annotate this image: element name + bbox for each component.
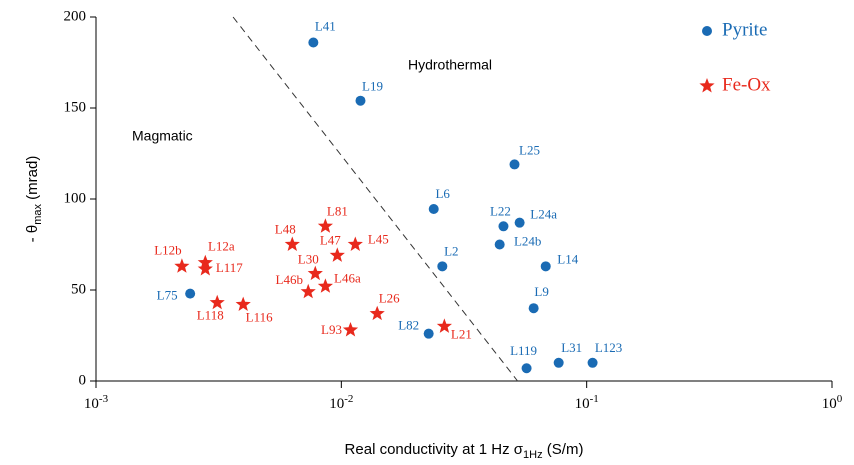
x-label-text: Real conductivity at 1 Hz σ bbox=[345, 441, 524, 458]
x-tick-base: 10 bbox=[822, 396, 837, 412]
point-label: L6 bbox=[435, 186, 450, 201]
point-label: L82 bbox=[398, 318, 419, 333]
point-label: L123 bbox=[595, 340, 622, 355]
point-label: L25 bbox=[519, 142, 540, 157]
point-label: L14 bbox=[557, 251, 578, 266]
point bbox=[528, 303, 539, 314]
point-label: L41 bbox=[315, 18, 336, 33]
point bbox=[300, 283, 316, 299]
x-tick-base: 10 bbox=[329, 396, 344, 412]
y-tick-label: 200 bbox=[64, 8, 87, 24]
point bbox=[235, 296, 251, 311]
point-label: L21 bbox=[451, 326, 472, 341]
point-label: L75 bbox=[157, 288, 178, 303]
y-tick-label: 150 bbox=[64, 99, 87, 115]
x-tick-label: 10-2 bbox=[329, 393, 353, 413]
point-label: L22 bbox=[490, 203, 511, 218]
point-label: L47 bbox=[320, 232, 341, 247]
point-label: L2 bbox=[444, 243, 458, 258]
point bbox=[308, 37, 319, 48]
point bbox=[307, 265, 323, 281]
x-tick-exponent: -1 bbox=[590, 393, 599, 405]
point bbox=[209, 294, 225, 310]
point bbox=[369, 305, 385, 321]
point bbox=[342, 322, 359, 337]
point-label: L117 bbox=[216, 260, 243, 275]
point-label: L12b bbox=[154, 242, 181, 257]
point-label: L26 bbox=[379, 291, 400, 306]
point bbox=[317, 218, 333, 233]
x-tick-base: 10 bbox=[575, 396, 590, 412]
point bbox=[514, 217, 525, 228]
point bbox=[540, 261, 551, 272]
point bbox=[521, 363, 532, 374]
x-tick-exponent: 0 bbox=[837, 393, 843, 405]
point bbox=[329, 247, 345, 262]
x-tick-label: 10-3 bbox=[84, 393, 109, 413]
point bbox=[197, 261, 213, 276]
point bbox=[347, 236, 363, 251]
point bbox=[185, 288, 196, 299]
point-label: L46b bbox=[276, 272, 303, 287]
point-label: L48 bbox=[275, 221, 296, 236]
y-tick-label: 100 bbox=[64, 190, 87, 206]
divider-line bbox=[232, 16, 518, 382]
point-label: L12a bbox=[208, 239, 235, 254]
point-label: L81 bbox=[327, 203, 348, 218]
x-label-sub: 1Hz bbox=[523, 449, 543, 461]
legend-label: Fe-Ox bbox=[722, 74, 771, 95]
legend-marker bbox=[699, 78, 715, 93]
point-label: L24a bbox=[530, 207, 557, 222]
y-axis-label: - θmax (mrad) bbox=[24, 156, 44, 243]
point-label: L118 bbox=[197, 308, 224, 323]
y-label-text: (mrad) bbox=[24, 156, 41, 204]
x-tick-base: 10 bbox=[84, 396, 99, 412]
annotation: Magmatic bbox=[132, 128, 193, 144]
annotation: Hydrothermal bbox=[408, 57, 492, 73]
point-label: L19 bbox=[362, 79, 383, 94]
point bbox=[437, 261, 448, 272]
point bbox=[509, 159, 520, 170]
point bbox=[553, 357, 564, 368]
point-label: L46a bbox=[334, 270, 361, 285]
point-label: L9 bbox=[534, 284, 548, 299]
y-label-text: - θ bbox=[24, 225, 41, 243]
x-tick-exponent: -3 bbox=[99, 393, 109, 405]
x-tick-label: 100 bbox=[822, 393, 843, 413]
x-axis-label: Real conductivity at 1 Hz σ1Hz (S/m) bbox=[345, 441, 584, 461]
point bbox=[355, 95, 366, 106]
point bbox=[436, 318, 452, 333]
point bbox=[587, 357, 598, 368]
point bbox=[317, 278, 333, 293]
x-tick-label: 10-1 bbox=[575, 393, 599, 413]
point-label: L93 bbox=[321, 322, 342, 337]
y-tick-label: 50 bbox=[71, 281, 86, 297]
x-label-text: (S/m) bbox=[543, 441, 584, 458]
point-label: L30 bbox=[298, 252, 319, 267]
point-label: L119 bbox=[510, 343, 537, 358]
point-label: L31 bbox=[561, 340, 582, 355]
point bbox=[494, 239, 505, 250]
legend-marker bbox=[702, 26, 712, 36]
point bbox=[428, 204, 439, 215]
point bbox=[174, 258, 190, 273]
point-label: L24b bbox=[514, 233, 541, 248]
point bbox=[423, 328, 434, 339]
legend-label: Pyrite bbox=[722, 19, 767, 40]
point-label: L45 bbox=[368, 231, 389, 246]
point-label: L116 bbox=[246, 310, 273, 325]
y-label-sub: max bbox=[32, 204, 44, 225]
point bbox=[284, 236, 300, 251]
y-tick-label: 0 bbox=[79, 372, 87, 388]
x-tick-exponent: -2 bbox=[344, 393, 353, 405]
point bbox=[498, 221, 509, 232]
